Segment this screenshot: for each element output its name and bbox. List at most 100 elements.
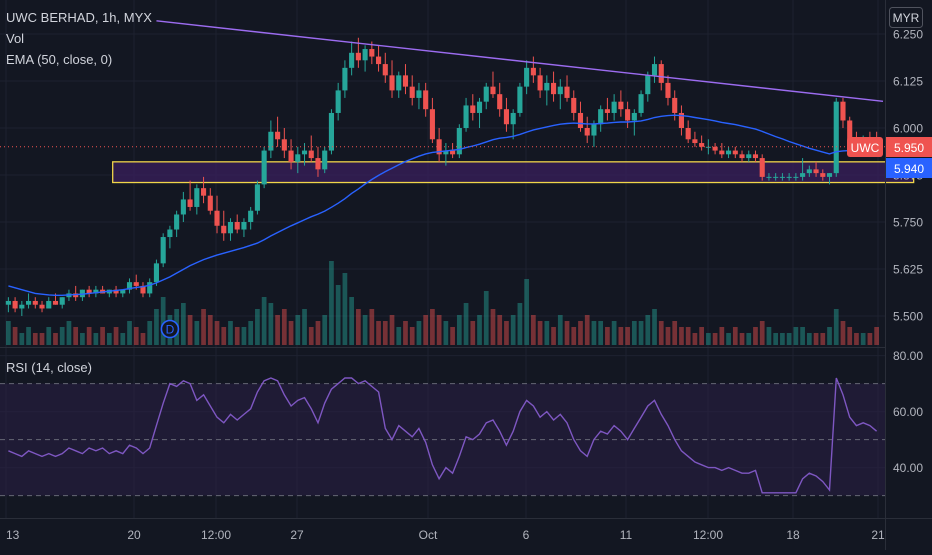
candle-body[interactable] xyxy=(254,184,260,211)
candle-body[interactable] xyxy=(140,285,146,294)
candle-body[interactable] xyxy=(806,169,812,174)
candle-body[interactable] xyxy=(739,154,745,159)
ema-legend[interactable]: EMA (50, close, 0) xyxy=(6,52,112,67)
candle-body[interactable] xyxy=(227,222,234,234)
volume-legend[interactable]: Vol xyxy=(6,31,24,46)
candle-body[interactable] xyxy=(719,150,725,155)
candle-body[interactable] xyxy=(456,128,462,155)
candle-body[interactable] xyxy=(93,289,99,294)
candle-body[interactable] xyxy=(241,222,247,230)
candle-body[interactable] xyxy=(160,237,166,264)
candle-body[interactable] xyxy=(800,173,806,177)
candle-body[interactable] xyxy=(167,229,173,238)
candle-body[interactable] xyxy=(86,289,92,294)
candle-body[interactable] xyxy=(73,293,79,298)
candle-body[interactable] xyxy=(133,282,139,286)
candle-body[interactable] xyxy=(369,49,375,57)
candle-body[interactable] xyxy=(402,75,409,87)
candle-body[interactable] xyxy=(342,67,348,91)
candle-body[interactable] xyxy=(638,94,644,113)
candle-body[interactable] xyxy=(483,86,489,102)
candle-body[interactable] xyxy=(604,109,610,113)
candle-body[interactable] xyxy=(530,67,536,76)
candle-body[interactable] xyxy=(295,154,301,162)
candle-body[interactable] xyxy=(416,90,422,98)
candle-body[interactable] xyxy=(826,173,833,177)
candle-body[interactable] xyxy=(476,101,483,113)
candle-body[interactable] xyxy=(510,112,516,125)
candle-body[interactable] xyxy=(833,101,839,174)
candle-body[interactable] xyxy=(301,150,308,155)
candle-body[interactable] xyxy=(335,90,341,113)
candle-body[interactable] xyxy=(450,150,456,155)
candle-body[interactable] xyxy=(187,199,193,207)
candle-body[interactable] xyxy=(12,300,18,309)
candle-body[interactable] xyxy=(315,158,321,170)
candle-body[interactable] xyxy=(234,222,240,230)
candle-body[interactable] xyxy=(429,109,435,140)
candle-body[interactable] xyxy=(322,150,328,170)
candle-body[interactable] xyxy=(726,150,732,155)
candle-body[interactable] xyxy=(598,109,604,125)
candle-body[interactable] xyxy=(376,56,382,65)
candle-body[interactable] xyxy=(645,75,651,95)
candle-body[interactable] xyxy=(349,52,355,68)
candle-body[interactable] xyxy=(59,297,65,305)
candle-body[interactable] xyxy=(463,105,469,128)
candle-body[interactable] xyxy=(120,289,126,294)
candle-body[interactable] xyxy=(174,214,180,230)
candle-body[interactable] xyxy=(5,300,11,305)
candle-body[interactable] xyxy=(281,139,287,151)
candle-body[interactable] xyxy=(382,64,388,76)
candle-body[interactable] xyxy=(39,304,45,309)
candle-body[interactable] xyxy=(793,176,799,178)
candle-body[interactable] xyxy=(631,112,637,121)
candle-body[interactable] xyxy=(362,49,368,61)
candle-body[interactable] xyxy=(443,150,449,155)
candle-body[interactable] xyxy=(658,64,664,83)
candle-body[interactable] xyxy=(840,101,846,121)
dividend-marker[interactable] xyxy=(160,319,180,339)
candle-body[interactable] xyxy=(557,86,563,95)
candle-body[interactable] xyxy=(201,188,207,196)
candle-body[interactable] xyxy=(732,150,738,155)
candle-body[interactable] xyxy=(712,146,718,151)
candle-body[interactable] xyxy=(820,173,826,177)
currency-box[interactable] xyxy=(889,7,923,28)
candle-body[interactable] xyxy=(591,124,597,136)
rsi-line[interactable] xyxy=(8,377,878,494)
candle-body[interactable] xyxy=(32,300,38,305)
candle-body[interactable] xyxy=(779,176,785,178)
candle-body[interactable] xyxy=(651,64,658,76)
candle-body[interactable] xyxy=(813,169,819,174)
candle-body[interactable] xyxy=(268,131,274,151)
candle-body[interactable] xyxy=(355,52,361,61)
candle-body[interactable] xyxy=(19,304,25,309)
candle-body[interactable] xyxy=(147,282,153,294)
candle-body[interactable] xyxy=(396,75,402,91)
candle-body[interactable] xyxy=(52,300,59,305)
candle-body[interactable] xyxy=(759,158,765,177)
candle-body[interactable] xyxy=(26,300,32,305)
rsi-legend[interactable]: RSI (14, close) xyxy=(6,360,92,375)
candle-body[interactable] xyxy=(436,139,442,155)
candle-body[interactable] xyxy=(699,143,705,147)
candle-body[interactable] xyxy=(288,150,294,162)
candle-body[interactable] xyxy=(544,82,550,91)
candle-body[interactable] xyxy=(746,154,752,159)
candle-body[interactable] xyxy=(248,210,254,222)
candle-body[interactable] xyxy=(503,109,509,125)
candle-body[interactable] xyxy=(490,86,496,95)
candle-body[interactable] xyxy=(847,120,853,140)
candle-body[interactable] xyxy=(678,112,684,128)
candle-body[interactable] xyxy=(665,82,671,98)
candle-body[interactable] xyxy=(766,176,772,178)
candle-body[interactable] xyxy=(625,109,631,121)
candle-body[interactable] xyxy=(470,105,476,113)
candle-body[interactable] xyxy=(423,90,429,110)
support-zone[interactable] xyxy=(112,161,915,184)
candle-body[interactable] xyxy=(126,282,133,290)
candle-body[interactable] xyxy=(221,225,227,234)
candle-body[interactable] xyxy=(618,101,624,110)
